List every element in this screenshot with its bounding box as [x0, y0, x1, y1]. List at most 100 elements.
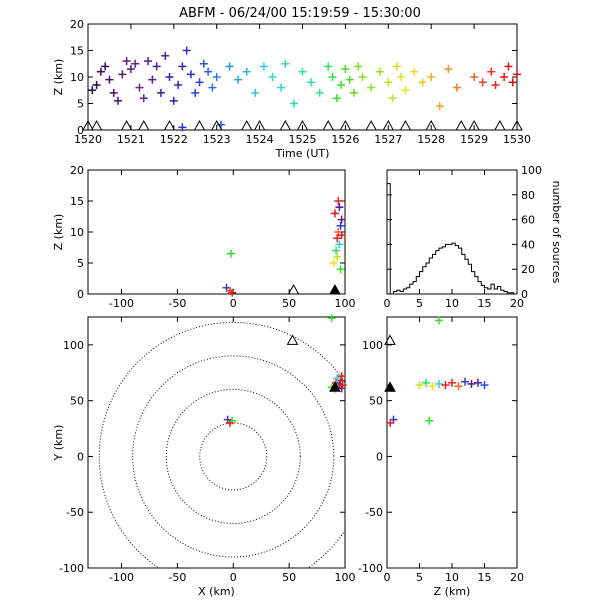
x-z-ytick-label: 10 — [70, 226, 84, 239]
time-height-source-marker — [358, 73, 367, 81]
time-height-source-marker — [126, 65, 135, 74]
plan-view-xtick-label: 50 — [282, 571, 296, 584]
time-height-ground-marker — [137, 119, 150, 131]
time-height-source-marker — [487, 67, 496, 76]
time-height-source-marker — [444, 65, 453, 74]
z-y-ytick-label: -50 — [365, 506, 383, 519]
time-height-source-marker — [513, 70, 521, 79]
range-ring — [199, 422, 268, 491]
time-height-source-marker — [109, 88, 118, 97]
plan-view-xtick-label: 0 — [230, 571, 237, 584]
x-z-source-marker — [334, 197, 343, 205]
time-height-ground-marker — [90, 119, 103, 131]
plan-view-ylabel: Y (km) — [52, 425, 65, 462]
time-height-ground-marker — [493, 119, 506, 131]
time-height-ground-marker — [365, 119, 377, 131]
time-height-ytick-label: 0 — [77, 124, 84, 137]
x-z-source-marker — [333, 252, 342, 261]
plan-view-ytick-label: 0 — [77, 450, 84, 463]
time-height-source-marker — [88, 86, 97, 95]
time-height-source-marker — [199, 59, 208, 68]
time-height-source-marker — [500, 73, 509, 81]
time-height-source-marker — [375, 67, 384, 76]
plan-view-source-marker — [333, 374, 342, 383]
time-height-ground-marker — [163, 119, 176, 131]
plan-view-ytick-label: -100 — [59, 562, 84, 575]
time-height-source-marker — [452, 83, 461, 92]
time-height-source-marker — [165, 73, 174, 81]
plan-view-ytick-label: 50 — [70, 395, 84, 408]
time-height-source-marker — [156, 88, 165, 97]
time-height-source-marker — [96, 67, 105, 76]
time-height-source-marker — [131, 59, 140, 68]
time-height-source-marker — [491, 80, 500, 89]
time-height-xtick-label: 1522 — [160, 133, 188, 146]
z-y-source-marker — [474, 378, 482, 387]
time-height-ytick-label: 20 — [70, 18, 84, 31]
plan-view-frame — [87, 316, 346, 569]
time-height-ground-marker — [382, 119, 395, 131]
z-y-xtick-label: 10 — [445, 571, 459, 584]
time-height-source-marker — [242, 67, 251, 76]
time-height-ground-marker — [253, 119, 266, 131]
time-height-xtick-label: 1526 — [331, 133, 359, 146]
plan-view-station-marker — [286, 334, 299, 345]
time-height-source-marker — [191, 88, 200, 97]
z-y-station-marker — [384, 334, 396, 345]
time-height-ground-marker — [279, 119, 292, 131]
z-y-ytick-label: 50 — [369, 395, 383, 408]
z-y-source-marker — [454, 382, 463, 391]
altitude-histogram-frame — [386, 169, 518, 295]
time-height-source-marker — [307, 78, 316, 87]
altitude-histogram-xtick-label: 5 — [416, 297, 423, 310]
time-height-source-marker — [418, 78, 427, 87]
time-height-source-marker — [349, 88, 358, 97]
time-height-source-marker — [92, 80, 101, 89]
time-height-ytick-label: 15 — [70, 45, 84, 58]
time-height-ytick-label: 10 — [70, 71, 84, 84]
x-z-source-marker — [225, 286, 234, 295]
z-y-ytick-label: 0 — [376, 450, 383, 463]
x-z-ytick-label: 0 — [77, 288, 84, 301]
altitude-histogram-xtick-label: 20 — [510, 297, 524, 310]
z-y-source-marker — [422, 378, 430, 387]
x-z-source-marker — [329, 259, 338, 267]
z-y-source-marker — [386, 418, 395, 427]
time-height-source-marker — [388, 94, 397, 103]
altitude-histogram-ylabel: number of sources — [550, 181, 563, 284]
time-height-source-marker — [268, 73, 277, 81]
x-z-source-marker — [333, 234, 342, 243]
time-height-ground-marker — [210, 119, 223, 131]
x-z-station-marker — [287, 283, 300, 295]
altitude-histogram-ytick-label: 40 — [521, 238, 535, 251]
x-z-station-marker — [329, 283, 341, 295]
chart-title: ABFM - 06/24/00 15:19:59 - 15:30:00 — [179, 6, 421, 21]
time-height-source-marker — [324, 62, 333, 71]
plan-view-xlabel: X (km) — [198, 585, 235, 598]
time-height-ground-marker — [455, 119, 468, 131]
z-y-source-marker — [480, 381, 489, 390]
z-y-ytick-label: -100 — [358, 562, 383, 575]
altitude-histogram-xtick-label: 0 — [384, 297, 391, 310]
altitude-histogram-ytick-label: 80 — [521, 189, 535, 202]
x-z-source-marker — [336, 221, 345, 230]
plan-view-source-marker — [338, 381, 347, 390]
time-height-source-marker — [315, 88, 324, 97]
time-height-ground-marker — [322, 119, 335, 131]
time-height-xtick-label: 1527 — [374, 133, 402, 146]
time-height-source-marker — [182, 46, 191, 55]
time-height-source-marker — [208, 83, 217, 92]
x-z-source-marker — [227, 249, 236, 258]
time-height-source-marker — [114, 96, 123, 105]
time-height-source-marker — [478, 78, 487, 87]
plan-view-xtick-label: -50 — [168, 571, 186, 584]
plan-view-source-marker — [327, 314, 336, 323]
time-height-source-marker — [178, 62, 187, 71]
time-height-source-marker — [139, 94, 148, 103]
time-height-source-marker — [410, 67, 419, 76]
time-height-source-marker — [212, 73, 221, 81]
time-height-xtick-label: 1530 — [503, 133, 531, 146]
z-y-xtick-label: 0 — [384, 571, 391, 584]
z-y-source-marker — [415, 381, 424, 390]
